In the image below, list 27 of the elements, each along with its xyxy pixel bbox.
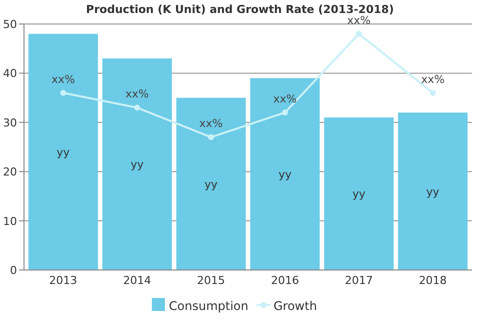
legend-label: Consumption bbox=[168, 299, 248, 313]
data-label: yy bbox=[204, 178, 218, 191]
chart-title: Production (K Unit) and Growth Rate (2013-2018) bbox=[86, 3, 394, 16]
data-label: xx% bbox=[199, 117, 223, 130]
y-tick-label: 40 bbox=[3, 67, 17, 80]
x-tick-label: 2018 bbox=[418, 274, 447, 287]
data-label: yy bbox=[130, 158, 144, 172]
data-label: xx% bbox=[347, 14, 371, 27]
y-tick-label: 20 bbox=[3, 166, 17, 179]
data-label: xx% bbox=[125, 88, 149, 101]
x-tick-label: 2016 bbox=[270, 274, 299, 287]
x-tick-label: 2014 bbox=[123, 274, 152, 287]
y-tick-label: 30 bbox=[3, 116, 17, 130]
data-label: yy bbox=[352, 188, 366, 201]
x-tick-label: 2015 bbox=[197, 274, 226, 287]
y-tick-label: 10 bbox=[3, 214, 17, 228]
x-tick-label: 2017 bbox=[344, 274, 373, 287]
data-label: xx% bbox=[51, 72, 75, 86]
y-tick-label: 0 bbox=[10, 264, 17, 277]
data-label: yy bbox=[56, 146, 70, 159]
legend-label: Growth bbox=[274, 299, 317, 313]
data-label: yy bbox=[426, 185, 440, 198]
y-tick-label: 50 bbox=[3, 18, 17, 31]
data-label: xx% bbox=[273, 92, 297, 106]
data-label: yy bbox=[278, 168, 292, 182]
data-label: xx% bbox=[421, 72, 445, 86]
x-tick-label: 2013 bbox=[49, 274, 78, 287]
